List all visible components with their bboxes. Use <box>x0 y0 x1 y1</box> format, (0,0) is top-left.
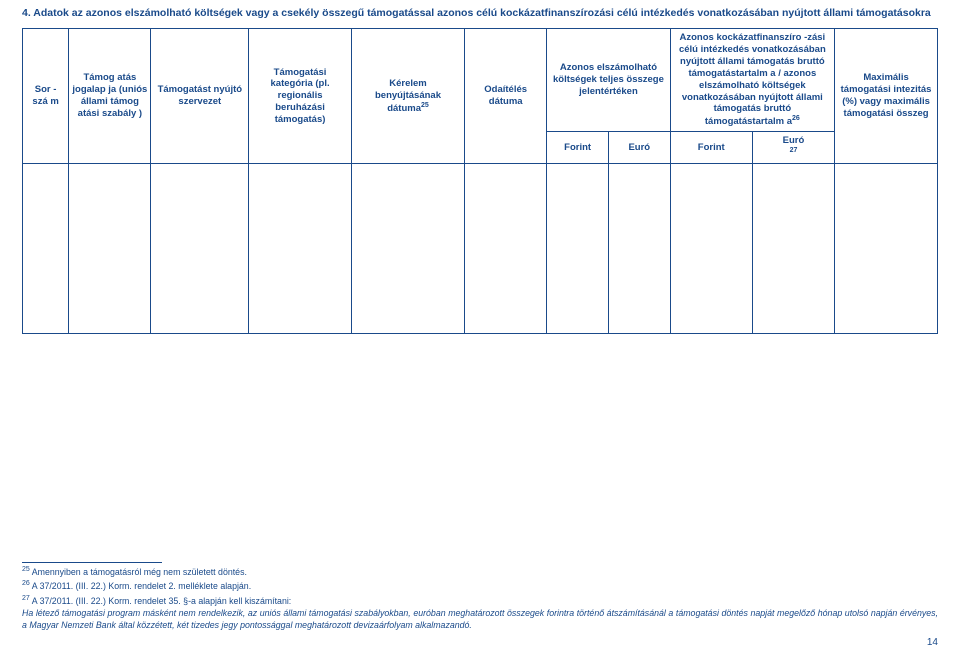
page-number: 14 <box>927 637 938 648</box>
footnote-27b: Ha létező támogatási program másként nem… <box>22 608 938 631</box>
col-kerelem-l3: dátuma <box>387 103 421 114</box>
footnote-27-text: A 37/2011. (III. 22.) Korm. rendelet 35.… <box>30 596 291 606</box>
subcol-euro-1: Euró <box>608 132 670 164</box>
cell-empty <box>752 164 834 334</box>
cell-empty <box>23 164 69 334</box>
data-table: Sor - szá m Támog atás jogalap ja (uniós… <box>22 28 938 334</box>
footnote-26-text: A 37/2011. (III. 22.) Korm. rendelet 2. … <box>30 581 251 591</box>
footnote-27: 27 A 37/2011. (III. 22.) Korm. rendelet … <box>22 594 938 607</box>
col-odaiteles: Odaítélés dátuma <box>465 29 547 164</box>
footnote-26-num: 26 <box>22 580 30 587</box>
cell-empty <box>465 164 547 334</box>
col-kategoria: Támogatási kategória (pl. regionális ber… <box>249 29 352 164</box>
footnote-26: 26 A 37/2011. (III. 22.) Korm. rendelet … <box>22 579 938 592</box>
col-azonos-kockazat-sup: 26 <box>792 115 800 122</box>
footnotes: 25 Amennyiben a támogatásról még nem szü… <box>22 562 938 632</box>
col-azonos-koltsegek: Azonos elszámolható költségek teljes öss… <box>547 29 670 132</box>
cell-empty <box>69 164 151 334</box>
subcol-euro-2-sup: 27 <box>790 147 798 154</box>
cell-empty <box>151 164 249 334</box>
col-kerelem: Kérelem benyújtásának dátuma25 <box>351 29 464 164</box>
col-max-intenzitas: Maximális támogatási intezitás (%) vagy … <box>835 29 938 164</box>
col-jogalap: Támog atás jogalap ja (uniós állami támo… <box>69 29 151 164</box>
header-row-1: Sor - szá m Támog atás jogalap ja (uniós… <box>23 29 938 132</box>
cell-empty <box>670 164 752 334</box>
cell-empty <box>249 164 352 334</box>
col-sorszam: Sor - szá m <box>23 29 69 164</box>
table-row <box>23 164 938 334</box>
col-kerelem-sup: 25 <box>421 102 429 109</box>
subcol-euro-2: Euró 27 <box>752 132 834 164</box>
subcol-euro-2-text: Euró <box>783 135 805 146</box>
cell-empty <box>835 164 938 334</box>
cell-empty <box>547 164 609 334</box>
footnote-27-num: 27 <box>22 595 30 602</box>
col-szervezet: Támogatást nyújtó szervezet <box>151 29 249 164</box>
section-title: 4. Adatok az azonos elszámolható költség… <box>0 0 960 26</box>
cell-empty <box>351 164 464 334</box>
col-kerelem-l2: benyújtásának <box>375 90 441 101</box>
col-azonos-kockazat-text: Azonos kockázatfinanszíro -zási célú int… <box>679 32 826 127</box>
subcol-forint-2: Forint <box>670 132 752 164</box>
cell-empty <box>608 164 670 334</box>
footnote-25: 25 Amennyiben a támogatásról még nem szü… <box>22 565 938 578</box>
col-kerelem-l1: Kérelem <box>389 78 427 89</box>
subcol-forint-1: Forint <box>547 132 609 164</box>
footnote-rule <box>22 562 162 563</box>
col-azonos-kockazat: Azonos kockázatfinanszíro -zási célú int… <box>670 29 834 132</box>
footnote-25-text: Amennyiben a támogatásról még nem szület… <box>30 567 247 577</box>
footnote-25-num: 25 <box>22 566 30 573</box>
